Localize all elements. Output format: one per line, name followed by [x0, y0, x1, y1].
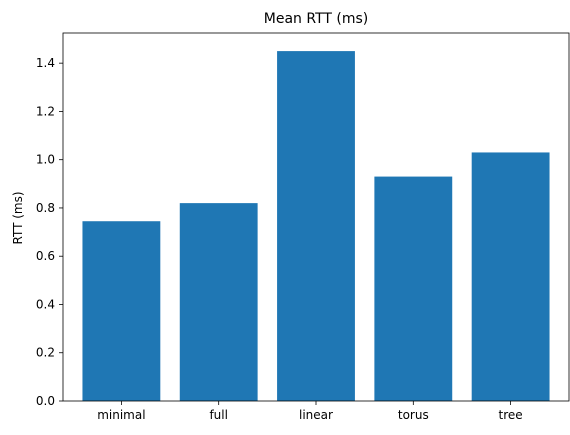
y-tick-label: 1.0	[36, 153, 55, 167]
y-tick-label: 1.2	[36, 104, 55, 118]
x-tick-label-minimal: minimal	[97, 408, 145, 422]
bars-group	[82, 51, 550, 402]
y-axis-ticks: 0.0 0.2 0.4 0.6 0.8 1.0 1.2 1.4	[36, 56, 63, 408]
y-tick-label: 0.8	[36, 201, 55, 215]
y-tick-label: 0.0	[36, 394, 55, 408]
bar-tree	[471, 152, 550, 401]
x-tick-label-linear: linear	[299, 408, 333, 422]
bar-full	[179, 203, 258, 401]
plot-frame	[62, 32, 570, 402]
bar-torus	[374, 176, 453, 401]
x-tick-label-full: full	[209, 408, 228, 422]
y-tick-label: 0.6	[36, 249, 55, 263]
bar-linear	[277, 51, 355, 402]
y-tick-label: 0.4	[36, 297, 55, 311]
bar-minimal	[82, 221, 161, 401]
chart-title: Mean RTT (ms)	[264, 11, 368, 27]
x-tick-label-tree: tree	[499, 408, 523, 422]
x-tick-label-torus: torus	[398, 408, 429, 422]
x-axis-ticks: minimal full linear torus tree	[97, 401, 523, 422]
y-axis-label: RTT (ms)	[11, 191, 25, 244]
y-tick-label: 0.2	[36, 346, 55, 360]
y-tick-label: 1.4	[36, 56, 55, 70]
